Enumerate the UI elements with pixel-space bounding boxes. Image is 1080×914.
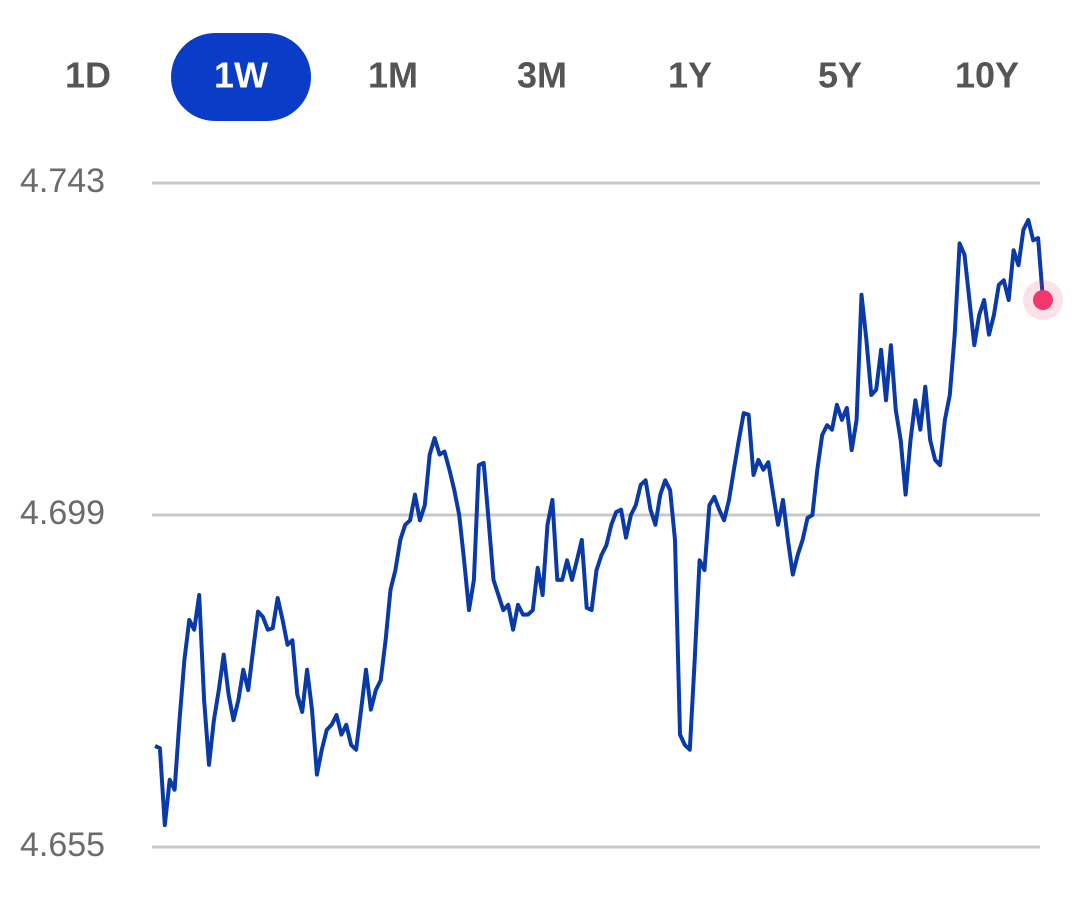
tab[interactable]: 5Y (818, 55, 862, 96)
tab[interactable]: 3M (517, 55, 567, 96)
tab[interactable]: 1Y (668, 55, 712, 96)
tab-selected-pill[interactable] (171, 33, 311, 121)
tab-selected[interactable]: 1W (214, 55, 268, 96)
y-tick-label: 4.699 (20, 494, 105, 532)
y-tick-label: 4.743 (20, 162, 105, 200)
price-line (154, 218, 1045, 828)
tab[interactable]: 1D (65, 55, 111, 96)
tab[interactable]: 1M (368, 55, 418, 96)
last-point (1033, 289, 1053, 310)
y-tick-label: 4.655 (20, 826, 105, 864)
tab[interactable]: 10Y (955, 55, 1019, 96)
